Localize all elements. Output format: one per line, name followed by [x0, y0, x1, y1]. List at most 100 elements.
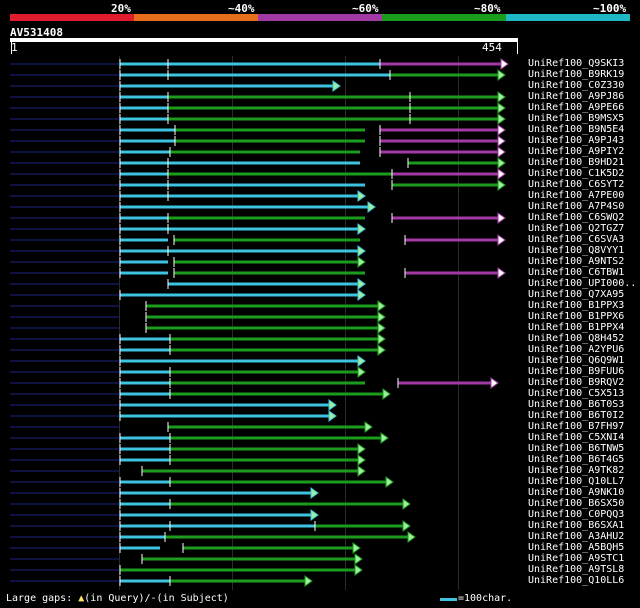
hit-end-arrow-icon — [328, 399, 337, 411]
hit-end-arrow-icon — [490, 377, 499, 389]
hit-name-link[interactable]: UniRef100_A9PJ86 — [528, 91, 625, 102]
hit-end-arrow-icon — [377, 333, 386, 345]
alignment-plot — [0, 56, 640, 590]
hit-end-arrow-icon — [377, 311, 386, 323]
hit-end-arrow-icon — [497, 234, 506, 246]
ruler-tick-end — [517, 42, 518, 54]
color-segment-100 — [506, 14, 630, 21]
hit-name-link[interactable]: UniRef100_B6TNW5 — [528, 443, 625, 454]
hit-name-link[interactable]: UniRef100_C6SVA3 — [528, 234, 625, 245]
hit-name-link[interactable]: UniRef100_B6T0S3 — [528, 399, 625, 410]
hit-name-link[interactable]: UniRef100_B9N5E4 — [528, 124, 625, 135]
scale-legend-label: =100char. — [458, 593, 513, 604]
hit-end-arrow-icon — [377, 300, 386, 312]
hit-name-link[interactable]: UniRef100_C0PQQ3 — [528, 509, 625, 520]
hit-end-arrow-icon — [497, 168, 506, 180]
hit-end-arrow-icon — [407, 531, 416, 543]
hit-name-link[interactable]: UniRef100_Q10LL7 — [528, 476, 625, 487]
hit-end-arrow-icon — [385, 476, 394, 488]
color-segment-40 — [134, 14, 258, 21]
hit-name-link[interactable]: UniRef100_B6SXA1 — [528, 520, 625, 531]
hit-name-link[interactable]: UniRef100_A5BQH5 — [528, 542, 625, 553]
hit-name-link[interactable]: UniRef100_Q8VYY1 — [528, 245, 625, 256]
hit-name-link[interactable]: UniRef100_UPI000.. — [528, 278, 637, 289]
hit-bars — [10, 58, 509, 587]
gap-legend: Large gaps: ▲(in Query)/-(in Subject) — [6, 593, 229, 604]
hit-end-arrow-icon — [377, 322, 386, 334]
hit-name-link[interactable]: UniRef100_B9FUU6 — [528, 366, 625, 377]
hit-name-link[interactable]: UniRef100_A7PE00 — [528, 190, 625, 201]
hit-end-arrow-icon — [497, 124, 506, 136]
scale-label-60: ~60% — [352, 2, 379, 15]
hit-name-link[interactable]: UniRef100_B9RK19 — [528, 69, 625, 80]
hit-name-link[interactable]: UniRef100_A9PJ43 — [528, 135, 625, 146]
hit-end-arrow-icon — [357, 465, 366, 477]
hit-name-link[interactable]: UniRef100_A9NTS2 — [528, 256, 625, 267]
hit-name-link[interactable]: UniRef100_A9TK82 — [528, 465, 625, 476]
hit-name-link[interactable]: UniRef100_B9MSX5 — [528, 113, 625, 124]
identity-color-bar — [10, 14, 630, 21]
hit-name-link[interactable]: UniRef100_B9HD21 — [528, 157, 625, 168]
hit-name-link[interactable]: UniRef100_A9PIY2 — [528, 146, 625, 157]
color-segment-80 — [382, 14, 506, 21]
hit-end-arrow-icon — [357, 355, 366, 367]
gap-query-label: (in Query)/ — [84, 593, 151, 604]
scale-legend-bar — [440, 598, 457, 601]
color-segment-20 — [10, 14, 134, 21]
ruler-tick-start — [11, 42, 12, 54]
hit-end-arrow-icon — [497, 102, 506, 114]
hit-name-link[interactable]: UniRef100_B6SX50 — [528, 498, 625, 509]
hit-name-link[interactable]: UniRef100_B9RQV2 — [528, 377, 625, 388]
hit-name-link[interactable]: UniRef100_B7FH97 — [528, 421, 625, 432]
hit-name-link[interactable]: UniRef100_A9STC1 — [528, 553, 625, 564]
scale-label-100: ~100% — [593, 2, 627, 15]
hit-end-arrow-icon — [354, 564, 363, 576]
hit-name-link[interactable]: UniRef100_A3AHU2 — [528, 531, 625, 542]
color-segment-60 — [258, 14, 382, 21]
hit-end-arrow-icon — [497, 179, 506, 191]
hit-name-link[interactable]: UniRef100_C5XNI4 — [528, 432, 625, 443]
hit-end-arrow-icon — [497, 135, 506, 147]
hit-name-link[interactable]: UniRef100_A9PE66 — [528, 102, 625, 113]
grid-line — [345, 56, 346, 590]
hit-name-link[interactable]: UniRef100_B1PPX4 — [528, 322, 625, 333]
hit-end-arrow-icon — [500, 58, 509, 70]
hit-name-link[interactable]: UniRef100_C6TBW1 — [528, 267, 625, 278]
hit-end-arrow-icon — [357, 278, 366, 290]
hit-name-link[interactable]: UniRef100_A7P4S0 — [528, 201, 625, 212]
scale-label-40: ~40% — [228, 2, 255, 15]
hit-name-link[interactable]: UniRef100_B6T0I2 — [528, 410, 625, 421]
query-gap-icon: ▲ — [78, 593, 85, 604]
hit-name-link[interactable]: UniRef100_A9NK10 — [528, 487, 625, 498]
hit-name-link[interactable]: UniRef100_A9TSL8 — [528, 564, 625, 575]
hit-name-link[interactable]: UniRef100_Q2TGZ7 — [528, 223, 625, 234]
hit-name-link[interactable]: UniRef100_Q9SKI3 — [528, 58, 625, 69]
hit-name-link[interactable]: UniRef100_B1PPX6 — [528, 311, 625, 322]
hit-end-arrow-icon — [367, 201, 376, 213]
hit-name-link[interactable]: UniRef100_Q10LL6 — [528, 575, 625, 586]
hit-end-arrow-icon — [357, 289, 366, 301]
hit-name-link[interactable]: UniRef100_Q6Q9W1 — [528, 355, 625, 366]
hit-end-arrow-icon — [497, 91, 506, 103]
hit-name-link[interactable]: UniRef100_Q7XA95 — [528, 289, 625, 300]
hit-name-link[interactable]: UniRef100_Q8H452 — [528, 333, 625, 344]
hit-name-link[interactable]: UniRef100_C0Z330 — [528, 80, 625, 91]
hit-end-arrow-icon — [332, 80, 341, 92]
hit-end-arrow-icon — [497, 157, 506, 169]
hit-end-arrow-icon — [357, 223, 366, 235]
hit-name-link[interactable]: UniRef100_C5X513 — [528, 388, 625, 399]
hit-name-link[interactable]: UniRef100_A2YPU6 — [528, 344, 625, 355]
hit-end-arrow-icon — [357, 366, 366, 378]
query-ruler — [10, 38, 518, 42]
hit-name-link[interactable]: UniRef100_C1K5D2 — [528, 168, 625, 179]
hit-end-arrow-icon — [328, 410, 337, 422]
hit-end-arrow-icon — [310, 509, 319, 521]
hit-name-link[interactable]: UniRef100_C6SYT2 — [528, 179, 625, 190]
grid-line — [458, 56, 459, 590]
gap-subject-label: (in Subject) — [156, 593, 229, 604]
hit-name-link[interactable]: UniRef100_B1PPX3 — [528, 300, 625, 311]
hit-name-link[interactable]: UniRef100_B6T4G5 — [528, 454, 625, 465]
hit-end-arrow-icon — [382, 388, 391, 400]
hit-name-link[interactable]: UniRef100_C6SWQ2 — [528, 212, 625, 223]
hit-end-arrow-icon — [402, 498, 411, 510]
